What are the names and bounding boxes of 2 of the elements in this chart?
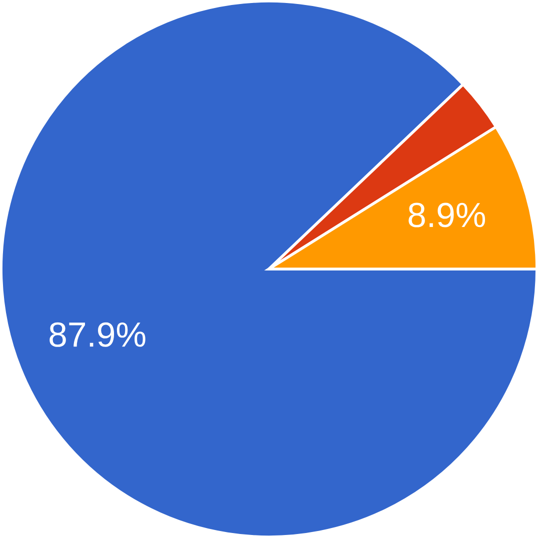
data-label: 8.9% <box>408 202 486 228</box>
data-label: 87.9% <box>50 322 146 347</box>
